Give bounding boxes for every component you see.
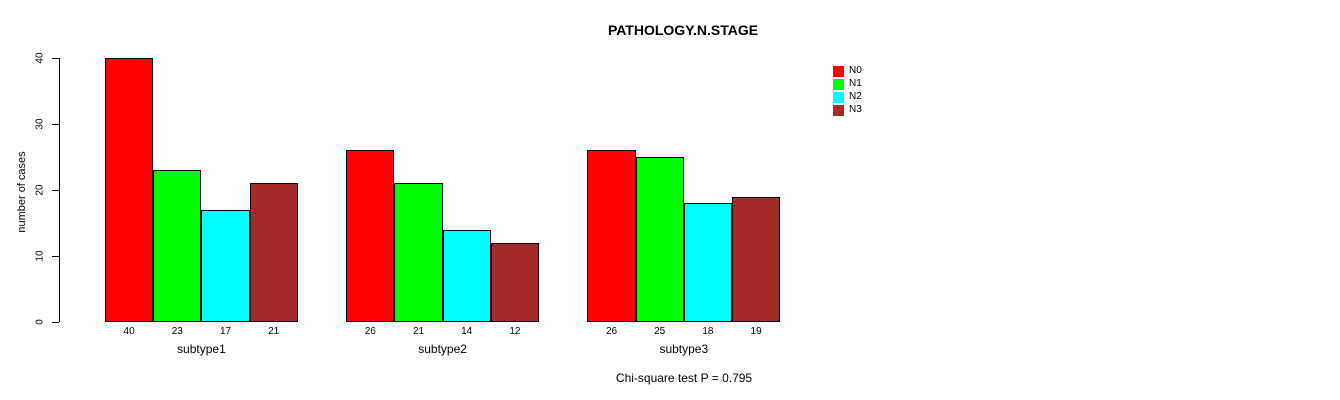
bar-N1-subtype2: [394, 183, 443, 322]
bar-value-label: 25: [654, 326, 666, 337]
bar-value-label: 18: [702, 326, 714, 337]
bar-value-label: 26: [364, 326, 376, 337]
bar-value-label: 26: [605, 326, 618, 337]
bar-N2-subtype3: [683, 203, 732, 322]
bar-N3-subtype3: [732, 196, 781, 322]
y-tick-mark: [52, 124, 59, 125]
bar-value-label: 21: [412, 326, 425, 337]
legend-swatch-N3: [833, 105, 844, 116]
y-tick-label: 0: [34, 319, 46, 325]
chart-title: PATHOLOGY.N.STAGE: [607, 22, 759, 38]
legend-label-N2: N2: [849, 91, 862, 102]
bar-value-label: 19: [750, 326, 762, 337]
bar-value-label: 40: [123, 326, 135, 337]
bar-value-label: 12: [509, 326, 521, 337]
y-tick-label: 30: [34, 118, 46, 130]
bar-N2-subtype1: [201, 209, 250, 322]
bar-value-label: 23: [171, 326, 183, 337]
bar-N2-subtype2: [442, 229, 491, 322]
bar-value-label: 14: [461, 326, 473, 337]
legend-label-N3: N3: [849, 104, 862, 115]
y-axis-label: number of cases: [16, 151, 28, 233]
y-tick-mark: [52, 256, 59, 257]
y-axis-line: [59, 58, 60, 322]
bar-N0-subtype1: [105, 58, 154, 322]
y-tick-mark: [52, 190, 59, 191]
category-label-subtype3: subtype3: [659, 342, 709, 356]
y-tick-mark: [52, 322, 59, 323]
legend-swatch-N2: [833, 92, 844, 103]
bar-N0-subtype2: [346, 150, 395, 322]
legend-swatch-N1: [833, 79, 844, 90]
bar-N0-subtype3: [587, 150, 636, 322]
legend-label-N1: N1: [849, 78, 862, 89]
legend-label-N0: N0: [849, 65, 862, 76]
y-tick-mark: [52, 58, 59, 59]
y-tick-label: 10: [34, 250, 46, 262]
y-tick-label: 20: [34, 184, 46, 196]
category-label-subtype1: subtype1: [177, 342, 226, 356]
y-tick-label: 40: [34, 52, 46, 64]
chi-square-annotation: Chi-square test P = 0.795: [615, 371, 753, 385]
bar-value-label: 17: [219, 326, 232, 337]
bar-N3-subtype2: [490, 242, 539, 322]
legend-swatch-N0: [833, 66, 844, 77]
category-label-subtype2: subtype2: [418, 342, 467, 356]
bar-N1-subtype1: [153, 170, 202, 322]
bar-N3-subtype1: [249, 183, 298, 322]
bar-value-label: 21: [268, 326, 280, 337]
bar-N1-subtype3: [635, 157, 684, 322]
